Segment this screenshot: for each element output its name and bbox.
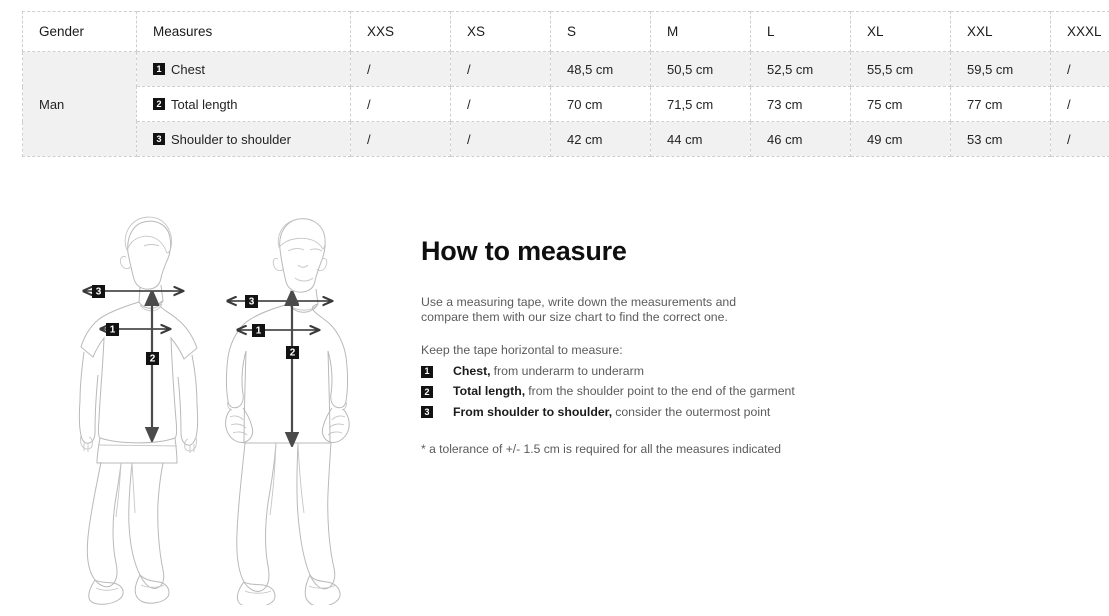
- how-to-measure-subtitle: Keep the tape horizontal to measure:: [421, 343, 623, 357]
- marker-badge-2: 2: [153, 98, 165, 110]
- cell-shoulder-s: 42 cm: [550, 121, 651, 157]
- cell-chest-xxl: 59,5 cm: [950, 51, 1051, 87]
- cell-chest-xl: 55,5 cm: [850, 51, 951, 87]
- tolerance-note: * a tolerance of +/- 1.5 cm is required …: [421, 442, 781, 457]
- cell-total-length-xxxl: /: [1050, 86, 1109, 122]
- column-header-xs: XS: [450, 11, 551, 52]
- svg-text:3: 3: [249, 297, 255, 308]
- svg-text:1: 1: [256, 326, 262, 337]
- figure-badge-1: 1: [252, 324, 265, 337]
- figure-badge-2: 2: [146, 352, 159, 365]
- column-header-l: L: [750, 11, 851, 52]
- legend-desc-chest: from underarm to underarm: [493, 364, 644, 378]
- cell-chest-xxs: /: [350, 51, 451, 87]
- column-header-s: S: [550, 11, 651, 52]
- legend-badge-1: 1: [421, 365, 433, 378]
- column-header-xl: XL: [850, 11, 951, 52]
- marker-badge-3: 3: [153, 133, 165, 145]
- measure-label-chest: Chest: [171, 61, 205, 77]
- legend-title-chest: Chest,: [453, 364, 491, 378]
- size-chart-table: Gender Measures XXS XS S M L XL XXL XXXL…: [22, 11, 1109, 157]
- how-to-measure-section: How to measure Use a measuring tape, wri…: [421, 238, 851, 456]
- cell-chest-xxxl: /: [1050, 51, 1109, 87]
- cell-shoulder-xs: /: [450, 121, 551, 157]
- how-to-measure-list: 1 Chest, from underarm to underarm 2 Tot…: [421, 364, 851, 420]
- cell-shoulder-xxl: 53 cm: [950, 121, 1051, 157]
- how-to-measure-intro: Use a measuring tape, write down the mea…: [421, 295, 737, 324]
- man-longsleeve-figure: 3 1 2: [225, 218, 350, 605]
- cell-chest-xs: /: [450, 51, 551, 87]
- how-to-measure-title: How to measure: [421, 236, 627, 266]
- table-row: Man 1 Chest / / 48,5 cm 50,5 cm 52,5 cm …: [22, 51, 1109, 157]
- legend-desc-total-length: from the shoulder point to the end of th…: [528, 384, 795, 399]
- column-header-measures: Measures: [136, 11, 351, 52]
- cell-shoulder-xxxl: /: [1050, 121, 1109, 157]
- table-row: 3 Shoulder to shoulder / / 42 cm 44 cm 4…: [23, 121, 1109, 157]
- figure-badge-3: 3: [92, 285, 105, 298]
- list-item: 3 From shoulder to shoulder, consider th…: [421, 405, 851, 420]
- measure-label-total-length: Total length: [171, 96, 238, 112]
- table-row: 2 Total length / / 70 cm 71,5 cm 73 cm 7…: [23, 86, 1109, 122]
- gender-cell-man: Man: [22, 51, 137, 157]
- legend-desc-shoulder-to-shoulder: consider the outermost point: [615, 404, 771, 419]
- cell-chest-m: 50,5 cm: [650, 51, 751, 87]
- figures-svg: 3 1 2: [78, 216, 350, 605]
- list-item: 2 Total length, from the shoulder point …: [421, 384, 851, 399]
- list-item: 1 Chest, from underarm to underarm: [421, 364, 851, 379]
- column-header-m: M: [650, 11, 751, 52]
- measure-label-shoulder-to-shoulder: Shoulder to shoulder: [171, 131, 291, 147]
- cell-total-length-l: 73 cm: [750, 86, 851, 122]
- measure-cell-total-length: 2 Total length: [136, 86, 351, 122]
- cell-shoulder-l: 46 cm: [750, 121, 851, 157]
- table-header-row: Gender Measures XXS XS S M L XL XXL XXXL: [22, 11, 1109, 52]
- cell-total-length-xxl: 77 cm: [950, 86, 1051, 122]
- cell-chest-s: 48,5 cm: [550, 51, 651, 87]
- figure-badge-2: 2: [286, 346, 299, 359]
- man-tshirt-figure: 3 1 2: [78, 216, 199, 605]
- measure-cell-chest: 1 Chest: [136, 51, 351, 87]
- figure-badge-3: 3: [245, 295, 258, 308]
- column-header-gender: Gender: [22, 11, 137, 52]
- cell-total-length-m: 71,5 cm: [650, 86, 751, 122]
- legend-title-total-length: Total length,: [453, 384, 526, 399]
- cell-shoulder-xxs: /: [350, 121, 451, 157]
- cell-shoulder-m: 44 cm: [650, 121, 751, 157]
- marker-badge-1: 1: [153, 63, 165, 75]
- cell-total-length-xs: /: [450, 86, 551, 122]
- measure-cell-shoulder-to-shoulder: 3 Shoulder to shoulder: [136, 121, 351, 157]
- cell-total-length-xl: 75 cm: [850, 86, 951, 122]
- column-header-xxxl: XXXL: [1050, 11, 1109, 52]
- cell-total-length-xxs: /: [350, 86, 451, 122]
- column-header-xxs: XXS: [350, 11, 451, 52]
- cell-shoulder-xl: 49 cm: [850, 121, 951, 157]
- svg-text:3: 3: [96, 287, 102, 298]
- column-header-xxl: XXL: [950, 11, 1051, 52]
- legend-badge-3: 3: [421, 406, 433, 419]
- legend-title-shoulder-to-shoulder: From shoulder to shoulder,: [453, 404, 613, 419]
- figure-badge-1: 1: [106, 323, 119, 336]
- size-chart-table-container: Gender Measures XXS XS S M L XL XXL XXXL…: [22, 11, 1109, 157]
- cell-chest-l: 52,5 cm: [750, 51, 851, 87]
- cell-total-length-s: 70 cm: [550, 86, 651, 122]
- svg-text:2: 2: [290, 348, 296, 359]
- svg-text:1: 1: [110, 325, 116, 336]
- svg-text:2: 2: [150, 354, 156, 365]
- measurement-illustrations: 3 1 2: [60, 205, 410, 605]
- legend-badge-2: 2: [421, 386, 433, 399]
